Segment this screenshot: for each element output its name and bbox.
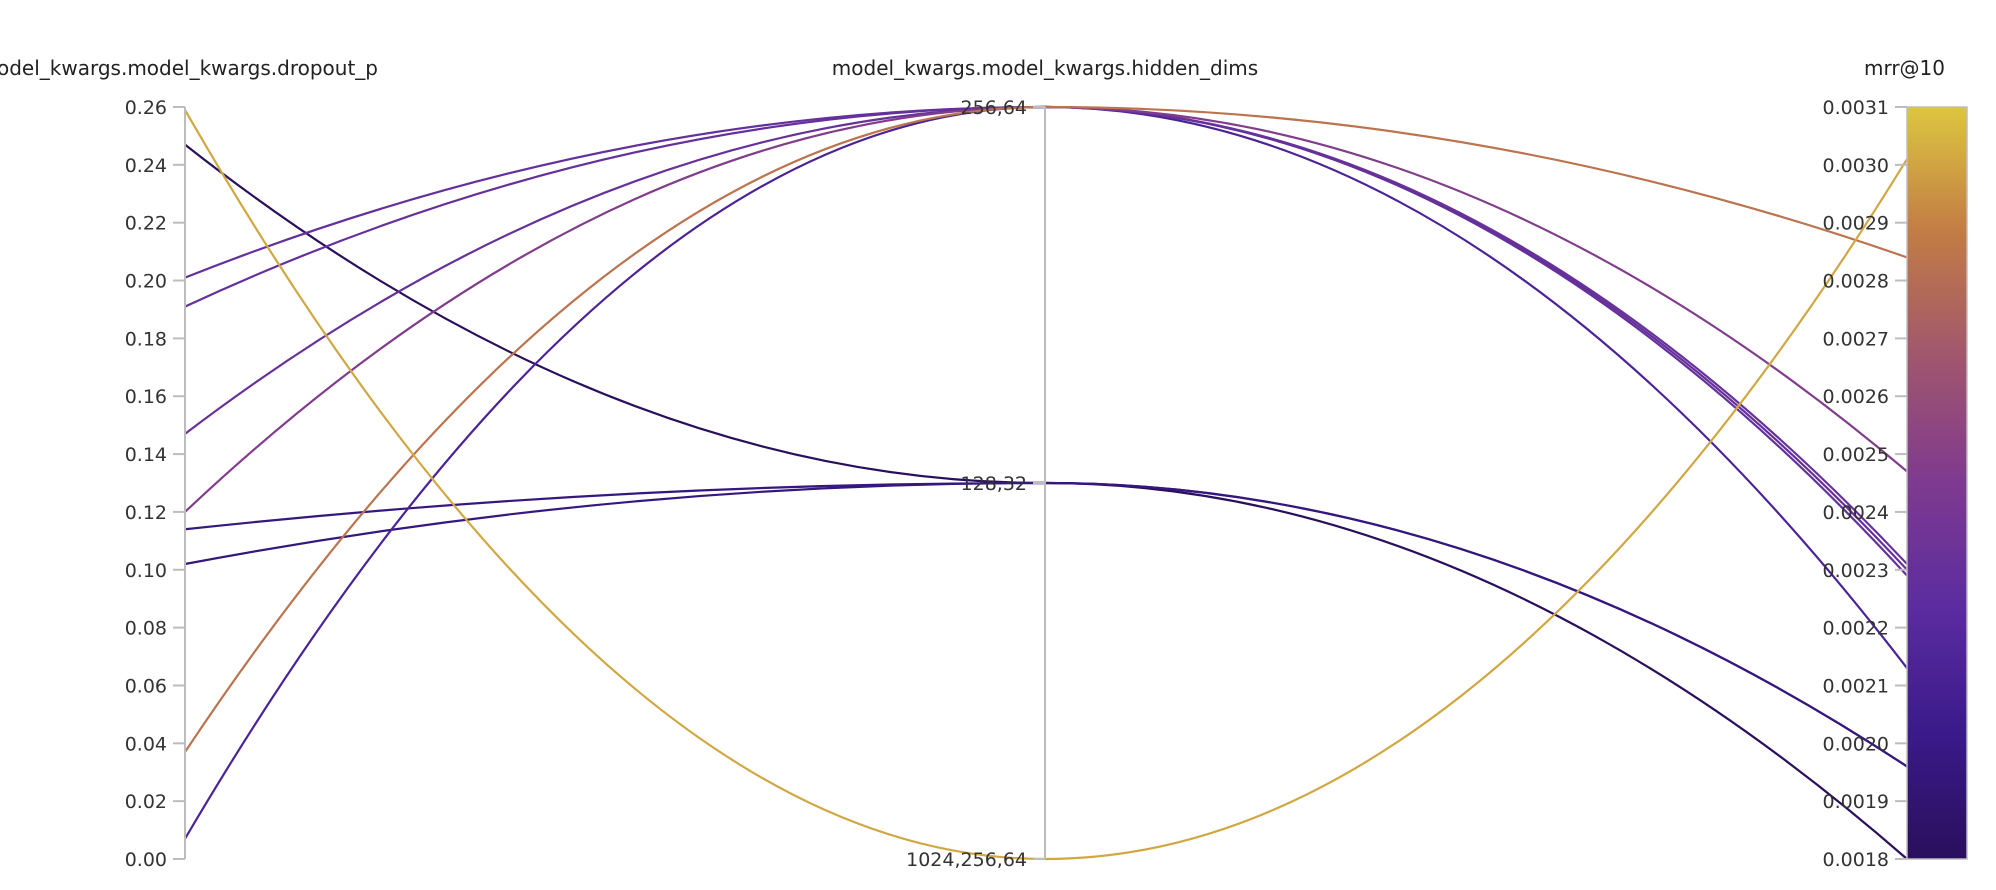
tick-label: 0.02 bbox=[125, 791, 167, 813]
tick-label: 256,64 bbox=[961, 97, 1027, 119]
tick-label: 0.0031 bbox=[1823, 97, 1889, 119]
tick-label: 0.0020 bbox=[1823, 733, 1889, 755]
tick-label: 0.0023 bbox=[1823, 560, 1889, 582]
tick-label: 0.22 bbox=[125, 213, 167, 235]
tick-label: 0.00 bbox=[125, 849, 167, 871]
tick-label: 0.0024 bbox=[1823, 502, 1889, 524]
axis-dropout: model_kwargs.model_kwargs.dropout_p 0.26… bbox=[0, 56, 378, 871]
tick-label: 0.16 bbox=[125, 386, 167, 408]
axis-mrr: mrr@10 0.00310.00300.00290.00280.00270.0… bbox=[1823, 56, 1968, 871]
tick-label: 0.18 bbox=[125, 328, 167, 350]
tick-label: 0.0025 bbox=[1823, 444, 1889, 466]
tick-label: 0.06 bbox=[125, 675, 167, 697]
tick-label: 0.0019 bbox=[1823, 791, 1889, 813]
tick-label: 1024,256,64 bbox=[906, 849, 1027, 871]
tick-label: 128,32 bbox=[961, 473, 1027, 495]
axis-mrr-ticks: 0.0031 0.0030 0.0029 0.0028 0.0027 0.0026 0.00… bbox=[1823, 97, 1907, 871]
tick-label: 0.0029 bbox=[1823, 213, 1889, 235]
tick-label: 0.10 bbox=[125, 560, 167, 582]
tick-label: 0.0021 bbox=[1823, 675, 1889, 697]
tick-label: 0.0022 bbox=[1823, 618, 1889, 640]
axis-title-mrr: mrr@10 bbox=[1864, 56, 1945, 80]
tick-label: 0.0030 bbox=[1823, 155, 1889, 177]
axis-title-hidden-dims: model_kwargs.model_kwargs.hidden_dims bbox=[832, 56, 1258, 80]
run-lines bbox=[184, 105, 1908, 861]
tick-label: 0.0028 bbox=[1823, 271, 1889, 293]
tick-label: 0.24 bbox=[125, 155, 167, 177]
tick-label: 0.12 bbox=[125, 502, 167, 524]
mrr-colorbar bbox=[1906, 106, 1968, 860]
tick-label: 0.04 bbox=[125, 733, 167, 755]
tick-label: 0.20 bbox=[125, 271, 167, 293]
tick-label: 0.14 bbox=[125, 444, 167, 466]
tick-label: 0.0027 bbox=[1823, 328, 1889, 350]
axis-hidden-dims-ticks: 256,64 128,32 1024,256,64 bbox=[906, 97, 1045, 871]
run-line[interactable] bbox=[184, 105, 1908, 753]
tick-label: 0.26 bbox=[125, 97, 167, 119]
axis-title-dropout: model_kwargs.model_kwargs.dropout_p bbox=[0, 56, 378, 80]
tick-label: 0.0018 bbox=[1823, 849, 1889, 871]
tick-label: 0.0026 bbox=[1823, 386, 1889, 408]
axis-hidden-dims: model_kwargs.model_kwargs.hidden_dims 25… bbox=[832, 56, 1258, 871]
axis-dropout-ticks: 0.26 0.24 0.22 0.20 0.18 0.16 0.14 0.12 0.10 0.08… bbox=[125, 97, 185, 871]
tick-label: 0.08 bbox=[125, 618, 167, 640]
